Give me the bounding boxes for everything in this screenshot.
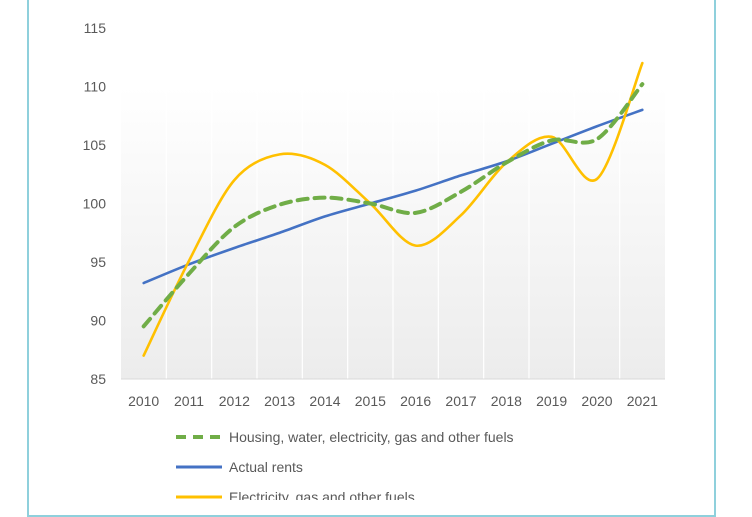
y-tick-label: 95 bbox=[90, 254, 106, 270]
legend-label: Housing, water, electricity, gas and oth… bbox=[229, 429, 514, 445]
y-tick-label: 105 bbox=[83, 137, 107, 153]
x-tick-label: 2021 bbox=[627, 393, 658, 409]
x-tick-label: 2012 bbox=[219, 393, 250, 409]
y-tick-label: 90 bbox=[90, 313, 106, 329]
x-tick-label: 2019 bbox=[536, 393, 567, 409]
y-tick-label: 110 bbox=[84, 79, 107, 95]
series-line-0 bbox=[141, 82, 645, 329]
legend-label: Actual rents bbox=[229, 459, 303, 475]
x-tick-label: 2013 bbox=[264, 393, 295, 409]
x-tick-label: 2011 bbox=[174, 393, 204, 409]
x-tick-label: 2020 bbox=[581, 393, 612, 409]
series-line-1 bbox=[142, 108, 644, 285]
y-tick-label: 115 bbox=[84, 20, 107, 36]
x-tick-label: 2018 bbox=[491, 393, 522, 409]
x-tick-label: 2015 bbox=[355, 393, 386, 409]
legend-label: Electricity, gas and other fuels bbox=[229, 489, 415, 500]
y-tick-label: 100 bbox=[83, 196, 107, 212]
series-line-2 bbox=[142, 61, 644, 357]
line-chart: 85 90 95 100 105 110 115 2010 2011 2012 2013 2014 20… bbox=[83, 20, 665, 500]
x-tick-label: 2016 bbox=[400, 393, 431, 409]
x-tick-label: 2017 bbox=[445, 393, 476, 409]
x-tick-label: 2010 bbox=[128, 393, 159, 409]
y-tick-label: 85 bbox=[90, 371, 106, 387]
x-tick-label: 2014 bbox=[309, 393, 340, 409]
